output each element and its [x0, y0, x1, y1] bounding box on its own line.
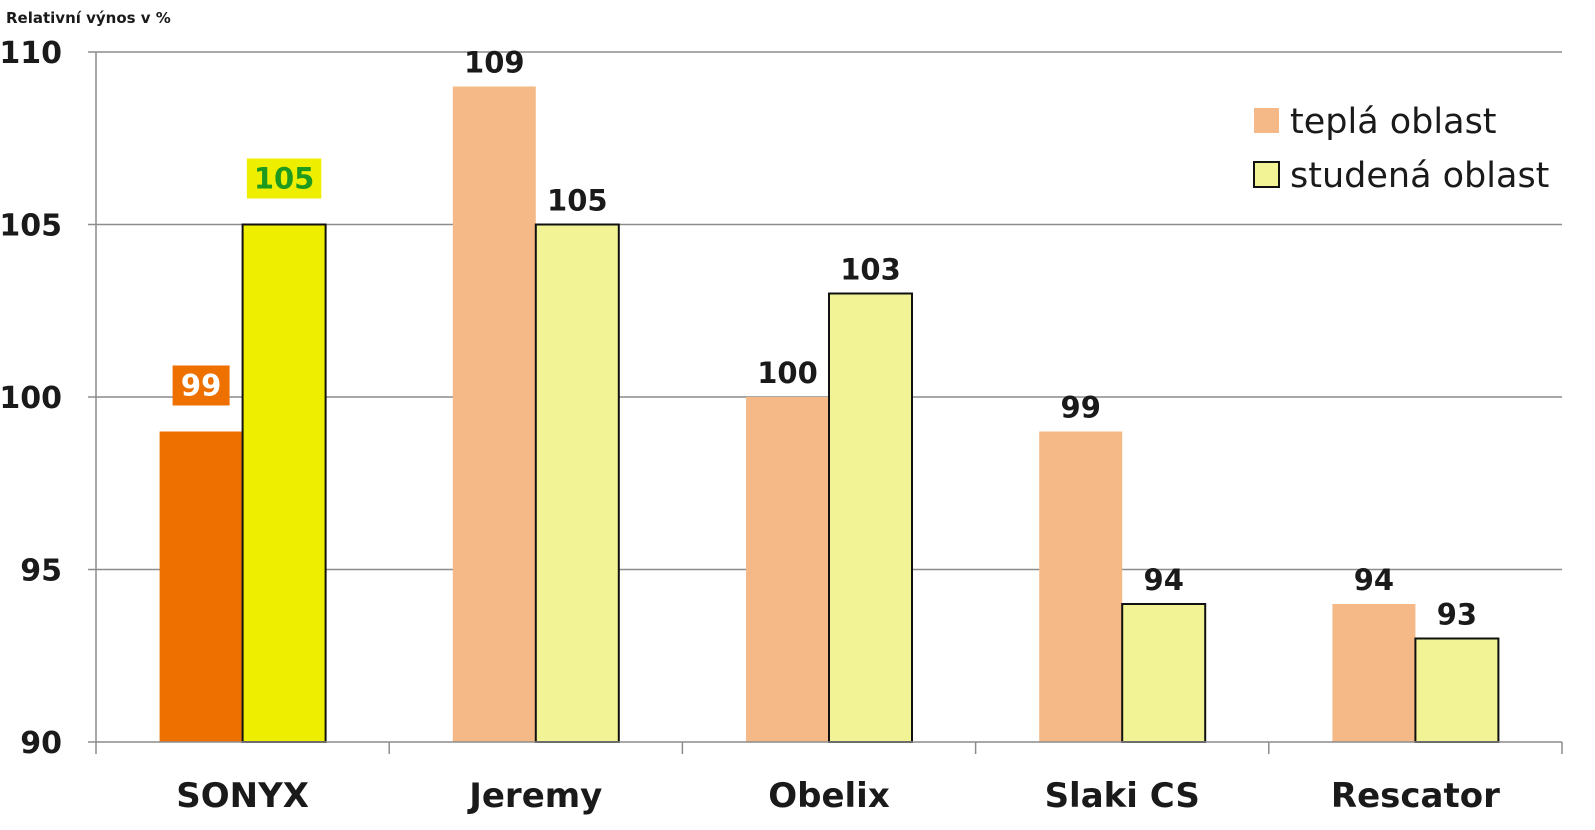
data-label-box — [246, 158, 322, 199]
data-label: 103 — [840, 253, 901, 287]
axis-layer: 90 95 100 105 110 SONYX Jeremy Obelix Slaki CS Re… — [0, 36, 1563, 816]
category-label: Rescator — [1331, 776, 1500, 816]
data-label: 99 — [181, 369, 221, 403]
legend-swatch — [1254, 108, 1279, 133]
legend: teplá oblast studená oblast — [1253, 102, 1549, 196]
bar — [828, 292, 913, 743]
bar — [159, 431, 243, 742]
y-tick-label: 100 — [0, 381, 62, 416]
data-label: 94 — [1144, 563, 1184, 597]
bar — [1332, 604, 1416, 742]
legend-swatch — [1253, 161, 1280, 188]
data-label: 94 — [1354, 563, 1394, 597]
bar — [1414, 637, 1500, 743]
y-tick-label: 95 — [20, 554, 62, 589]
data-label: 99 — [1061, 391, 1101, 425]
y-tick-label: 90 — [20, 726, 62, 761]
bar — [1121, 603, 1207, 743]
category-label: Obelix — [768, 776, 890, 816]
bar — [241, 223, 327, 743]
legend-label: teplá oblast — [1290, 102, 1497, 142]
data-label: 109 — [464, 46, 525, 80]
data-label: 105 — [547, 184, 608, 218]
labels-layer: 99 105 109 105 100 103 99 94 94 93 — [172, 46, 1477, 632]
data-label-box — [172, 365, 230, 406]
bar — [1039, 431, 1123, 742]
bar — [746, 397, 829, 742]
bar — [452, 86, 536, 742]
legend-label: studená oblast — [1290, 156, 1549, 196]
y-axis-title: Relativní výnos v % — [6, 9, 171, 27]
data-label: 100 — [757, 356, 818, 390]
data-label: 105 — [254, 162, 315, 196]
bar — [534, 223, 620, 743]
data-label: 93 — [1437, 598, 1477, 632]
category-label: SONYX — [176, 776, 309, 816]
category-label: Jeremy — [467, 776, 602, 816]
category-label: Slaki CS — [1045, 776, 1200, 816]
bars-layer — [159, 86, 1500, 743]
y-tick-label: 105 — [0, 209, 62, 244]
y-tick-label: 110 — [0, 36, 62, 71]
